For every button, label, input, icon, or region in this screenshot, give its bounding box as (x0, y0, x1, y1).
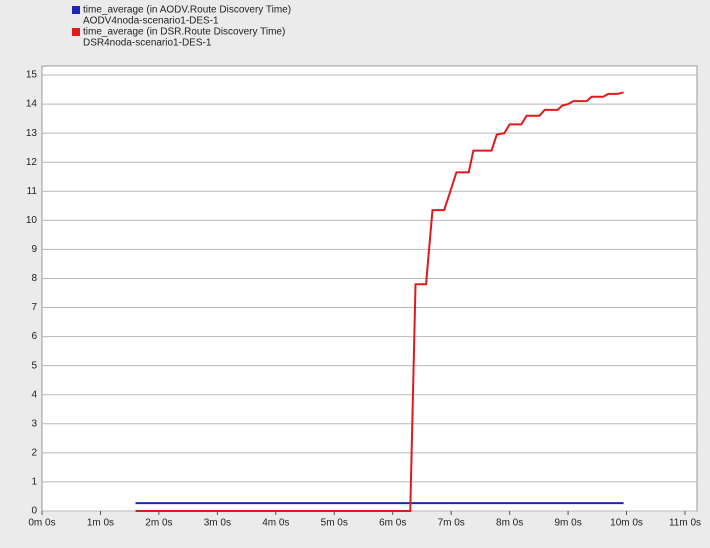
x-tick-label: 3m 0s (204, 518, 231, 529)
y-tick-label: 11 (27, 186, 38, 197)
x-tick-label: 1m 0s (87, 518, 114, 529)
y-tick-label: 2 (31, 448, 37, 459)
x-tick-label: 8m 0s (496, 518, 523, 529)
y-tick-label: 14 (26, 99, 38, 110)
x-tick-label: 7m 0s (438, 518, 465, 529)
y-tick-label: 6 (31, 331, 37, 342)
y-tick-label: 9 (31, 244, 37, 255)
y-tick-label: 0 (31, 506, 37, 517)
legend-scenario: AODV4noda-scenario1-DES-1 (83, 16, 219, 27)
x-tick-label: 5m 0s (321, 518, 348, 529)
y-tick-label: 4 (31, 389, 37, 400)
x-tick-label: 10m 0s (610, 518, 643, 529)
y-tick-label: 12 (26, 157, 38, 168)
x-tick-label: 0m 0s (28, 518, 55, 529)
x-tick-label: 9m 0s (554, 518, 581, 529)
line-series (135, 91, 624, 512)
legend-label: time_average (in DSR.Route Discovery Tim… (83, 27, 285, 38)
x-tick-label: 2m 0s (145, 518, 172, 529)
y-tick-label: 13 (26, 128, 38, 139)
y-tick-label: 10 (26, 215, 38, 226)
y-tick-label: 3 (31, 418, 37, 429)
legend-scenario: DSR4noda-scenario1-DES-1 (83, 38, 212, 49)
x-tick-label: 11m 0s (669, 518, 701, 529)
y-tick-label: 7 (31, 302, 37, 313)
legend-swatch (72, 28, 80, 36)
y-tick-label: 5 (31, 360, 37, 371)
legend-swatch (72, 6, 80, 14)
y-tick-label: 8 (31, 273, 37, 284)
x-tick-label: 4m 0s (262, 518, 289, 529)
y-tick-label: 15 (26, 70, 38, 81)
y-tick-label: 1 (31, 477, 37, 488)
plot-area (41, 65, 698, 512)
x-tick-label: 6m 0s (379, 518, 406, 529)
legend-label: time_average (in AODV.Route Discovery Ti… (83, 5, 291, 16)
